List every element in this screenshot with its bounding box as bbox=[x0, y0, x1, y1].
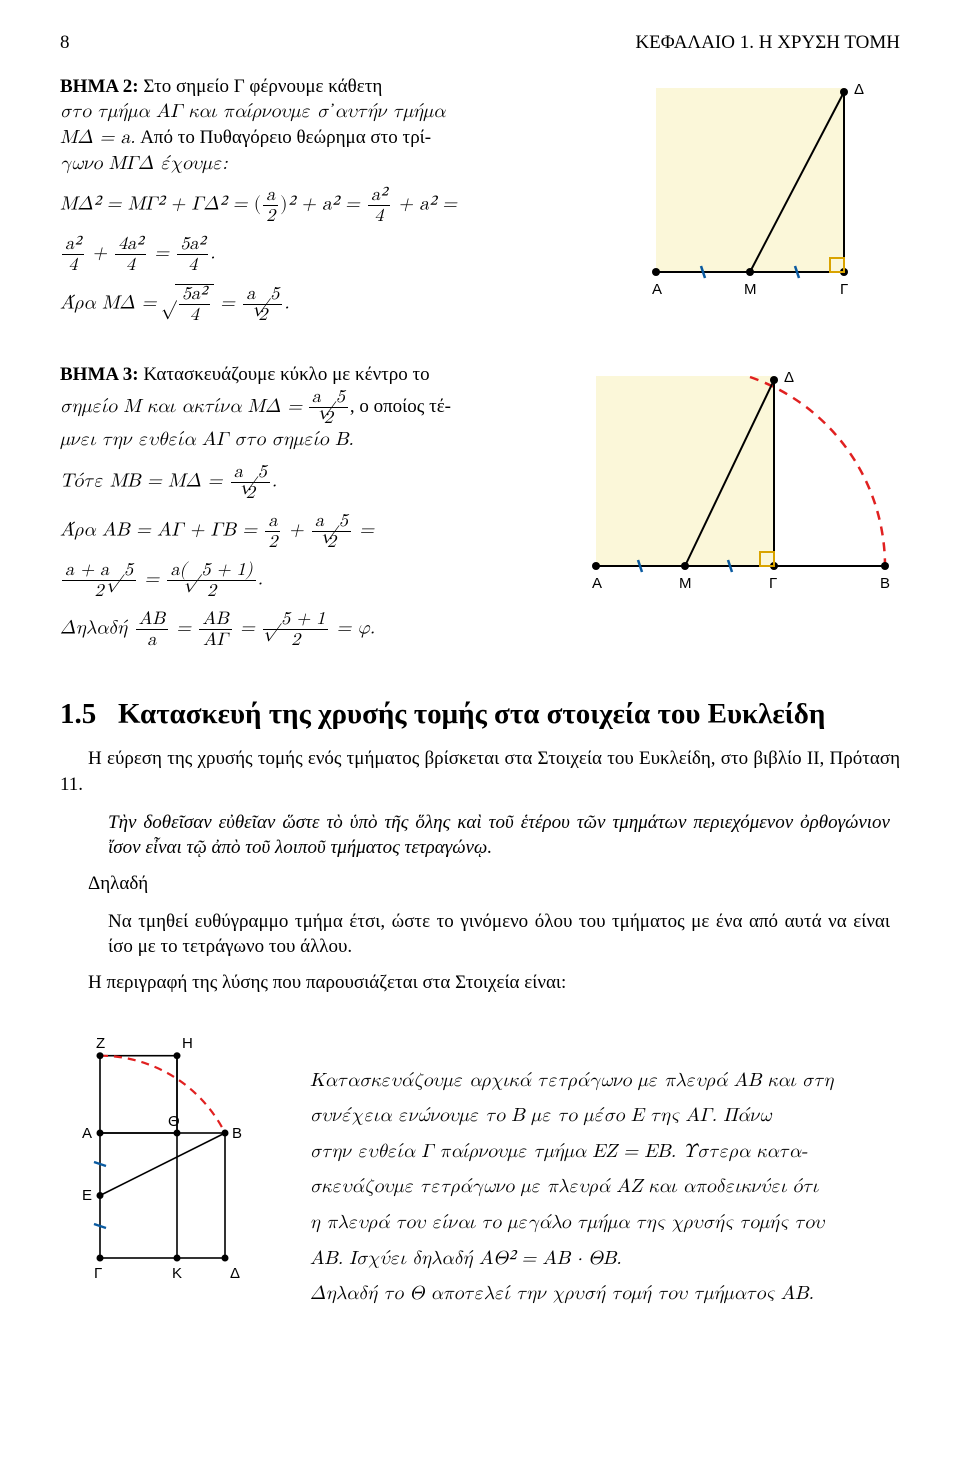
fig2-lm: Μ bbox=[679, 575, 692, 592]
c-l7: Δηλαδή το Θ αποτελεί την χρυσή τομή του … bbox=[310, 1281, 900, 1307]
fig2-ld: Δ bbox=[784, 369, 794, 386]
fig2-pa bbox=[592, 562, 600, 570]
construction-block: Ζ Η Α Θ Β Ε Γ Κ Δ Κατασκευάζουμε αρχικά … bbox=[60, 1008, 900, 1317]
fig2-pd bbox=[770, 376, 778, 384]
c-l3: στην ευθεία Γ παίρνουμε τμήμα ΕΖ = ΕΒ. Ύ… bbox=[310, 1139, 900, 1165]
step3-p2: Τότε ΜΒ = ΜΔ = a√52. bbox=[60, 463, 562, 502]
fig2-pm bbox=[681, 562, 689, 570]
step2-eq2: a²4 + 4a²4 = 5a²4. bbox=[60, 235, 622, 274]
fig3-lG: Γ bbox=[94, 1265, 102, 1282]
c-l5: η πλευρά του είναι το μεγάλο τμήμα της χ… bbox=[310, 1210, 900, 1236]
fig2-la: Α bbox=[592, 575, 602, 592]
step3-p1: ΒΗΜΑ 3: Κατασκευάζουμε κύκλο με κέντρο τ… bbox=[60, 362, 562, 452]
fig3-pZ bbox=[97, 1052, 104, 1059]
step3-text: ΒΗΜΑ 3: Κατασκευάζουμε κύκλο με κέντρο τ… bbox=[60, 362, 562, 659]
construction-text: Κατασκευάζουμε αρχικά τετράγωνο με πλευρ… bbox=[310, 1008, 900, 1317]
fig1-label-m: Μ bbox=[744, 281, 757, 298]
step3-prefix: ΒΗΜΑ 3: bbox=[60, 364, 139, 385]
section-number: 1.5 bbox=[60, 698, 96, 730]
fig3-line-eb bbox=[100, 1133, 225, 1196]
dilad: Δηλαδή bbox=[60, 871, 900, 897]
c-l6: ΑΒ. Ισχύει δηλαδή ΑΘ² = ΑΒ · ΘΒ. bbox=[310, 1246, 900, 1272]
page-number: 8 bbox=[60, 30, 70, 56]
para2: Η περιγραφή της λύσης που παρουσιάζεται … bbox=[60, 970, 900, 996]
fig2-bg bbox=[596, 376, 774, 566]
c-l1: Κατασκευάζουμε αρχικά τετράγωνο με πλευρ… bbox=[310, 1068, 900, 1094]
fig3-pTh bbox=[174, 1129, 181, 1136]
step3-p3: Άρα ΑΒ = ΑΓ + ΓΒ = a2 + a√52 = bbox=[60, 512, 562, 551]
section-heading: 1.5 Κατασκευή της χρυσής τομής στα στοιχ… bbox=[60, 695, 900, 734]
step2-ara: Άρα ΜΔ = 5a²4 = a√52. bbox=[60, 284, 622, 324]
fig3-pH bbox=[174, 1052, 181, 1059]
figure-3: Ζ Η Α Θ Β Ε Γ Κ Δ bbox=[60, 1008, 280, 1288]
c-l2: συνέχεια ενώνουμε το Β με το μέσο Ε της … bbox=[310, 1103, 900, 1129]
step3-p4: a + a√52 = a(√5 + 1)2. bbox=[60, 561, 562, 600]
fig3-lD: Δ bbox=[230, 1265, 240, 1282]
fig3-lZ: Ζ bbox=[96, 1035, 105, 1052]
fig1-svg: Α Μ Γ Δ bbox=[640, 74, 900, 304]
fig1-point-a bbox=[652, 268, 660, 276]
step2-para: ΒΗΜΑ 2: Στο σημείο Γ φέρνουμε κάθετη στο… bbox=[60, 74, 622, 177]
fig3-pA bbox=[97, 1129, 104, 1136]
fig2-lg: Γ bbox=[769, 575, 777, 592]
page: 8 ΚΕΦΑΛΑΙΟ 1. Η ΧΡΥΣΗ ΤΟΜΗ ΒΗΜΑ 2: Στο σ… bbox=[0, 0, 960, 1458]
fig2-lb: Β bbox=[880, 575, 890, 592]
fig3-lB: Β bbox=[232, 1125, 242, 1142]
translation: Να τμηθεί ευθύγραμμο τμήμα έτσι, ώστε το… bbox=[108, 909, 900, 960]
fig2-pb bbox=[881, 562, 889, 570]
figure-1: Α Μ Γ Δ bbox=[640, 74, 900, 304]
chapter-label: ΚΕΦΑΛΑΙΟ 1. Η ΧΡΥΣΗ ΤΟΜΗ bbox=[635, 30, 900, 56]
fig3-lH: Η bbox=[182, 1035, 193, 1052]
fig3-lTh: Θ bbox=[168, 1113, 180, 1130]
fig3-lE: Ε bbox=[82, 1187, 92, 1204]
fig1-label-a: Α bbox=[652, 281, 662, 298]
fig3-pB bbox=[222, 1129, 229, 1136]
fig3-lK: Κ bbox=[172, 1265, 182, 1282]
fig3-square-small bbox=[100, 1055, 177, 1132]
page-header: 8 ΚΕΦΑΛΑΙΟ 1. Η ΧΡΥΣΗ ΤΟΜΗ bbox=[60, 30, 900, 56]
section-title: Κατασκευή της χρυσής τομής στα στοιχεία … bbox=[118, 698, 825, 730]
fig3-lA: Α bbox=[82, 1125, 92, 1142]
fig1-label-d: Δ bbox=[854, 81, 864, 98]
step3-p5: Δηλαδή ΑΒa = ΑΒΑΓ = √5 + 12 = φ. bbox=[60, 610, 562, 649]
step2-eq1: ΜΔ² = ΜΓ² + ΓΔ² = (a2)² + a² = a²4 + a² … bbox=[60, 186, 622, 225]
fig3-arc bbox=[100, 1055, 225, 1132]
fig1-bg bbox=[656, 88, 844, 272]
fig1-label-g: Γ bbox=[840, 281, 848, 298]
step3-block: ΒΗΜΑ 3: Κατασκευάζουμε κύκλο με κέντρο τ… bbox=[60, 362, 900, 659]
fig3-square-big bbox=[100, 1133, 225, 1258]
fig3-pD bbox=[222, 1254, 229, 1261]
c-l4: σκευάζουμε τετράγωνο με πλευρά ΑΖ και απ… bbox=[310, 1174, 900, 1200]
figure-2: Α Μ Γ Δ Β bbox=[580, 362, 900, 602]
fig3-svg: Ζ Η Α Θ Β Ε Γ Κ Δ bbox=[60, 1008, 280, 1288]
fig3-pG bbox=[97, 1254, 104, 1261]
step2-text: ΒΗΜΑ 2: Στο σημείο Γ φέρνουμε κάθετη στο… bbox=[60, 74, 622, 335]
fig3-pK bbox=[174, 1254, 181, 1261]
para1: Η εύρεση της χρυσής τομής ενός τμήματος … bbox=[60, 746, 900, 797]
step2-block: ΒΗΜΑ 2: Στο σημείο Γ φέρνουμε κάθετη στο… bbox=[60, 74, 900, 335]
fig3-pE bbox=[97, 1192, 104, 1199]
quote: Τὴν δοθεῖσαν εὐθεῖαν ὥστε τὸ ὑπὸ τῆς ὅλη… bbox=[108, 810, 900, 861]
fig2-svg: Α Μ Γ Δ Β bbox=[580, 362, 900, 602]
step2-prefix: ΒΗΜΑ 2: bbox=[60, 76, 139, 97]
